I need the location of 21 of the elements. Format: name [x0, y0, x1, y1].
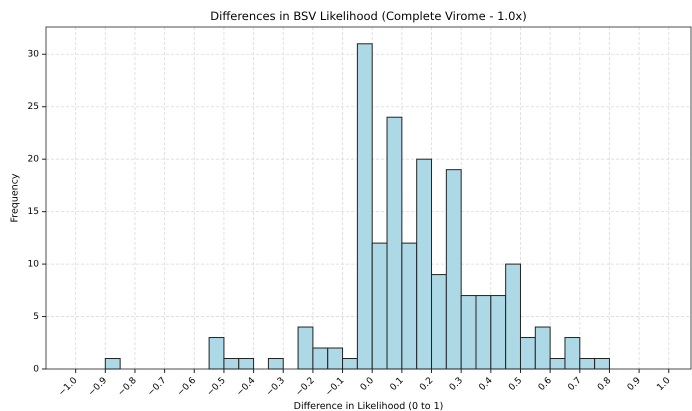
x-tick-label: 0.3 [448, 376, 466, 393]
y-axis-title: Frequency [10, 173, 21, 223]
x-tick-label: 0.2 [418, 376, 436, 393]
x-tick-label: 0.8 [596, 376, 614, 393]
chart-title: Differences in BSV Likelihood (Complete Virome - 1.0x) [210, 9, 527, 23]
x-axis-title: Difference in Likelihood (0 to 1) [294, 401, 444, 411]
y-tick-label: 0 [33, 364, 40, 374]
x-tick-label: 0.1 [388, 376, 406, 393]
y-tick-label: 30 [28, 50, 40, 60]
x-tick-label: 0.9 [626, 376, 644, 393]
x-tick-label: 0.0 [358, 376, 376, 393]
x-tick-label: 1.0 [655, 376, 673, 393]
y-tick-label: 20 [28, 154, 40, 165]
y-tick-label: 15 [28, 207, 39, 218]
y-tick-label: 10 [28, 260, 40, 270]
x-tick-label: 0.7 [566, 376, 584, 393]
x-tick-label: 0.5 [507, 376, 524, 393]
y-tick-label: 5 [33, 312, 39, 322]
x-tick-label: 0.4 [477, 376, 495, 393]
x-tick-label: 0.6 [536, 376, 554, 393]
y-tick-label: 25 [28, 102, 39, 112]
